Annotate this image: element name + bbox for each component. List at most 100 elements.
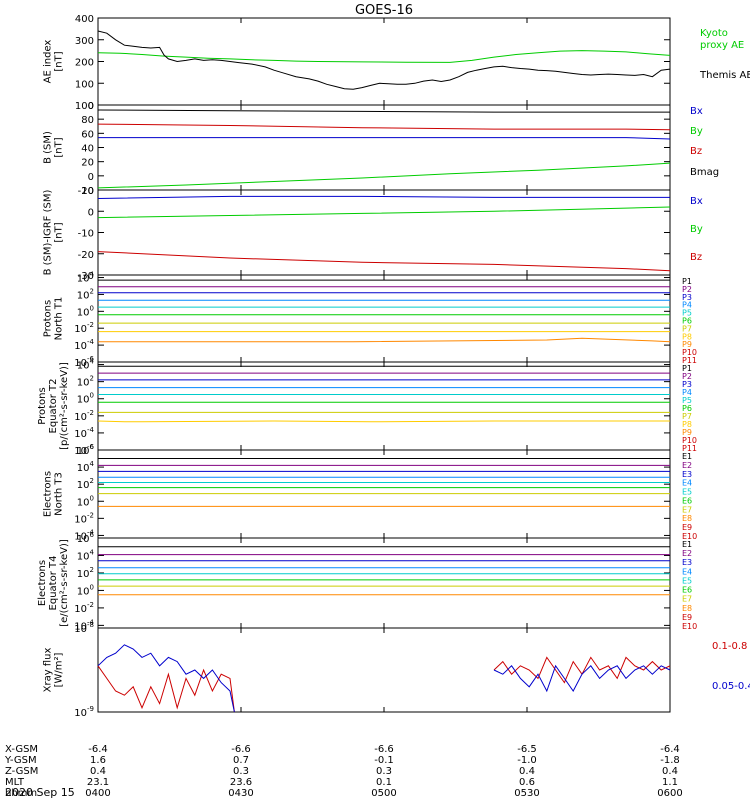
legend-entry: E10 — [682, 622, 697, 631]
legend-entry: proxy AE — [700, 40, 744, 51]
legend-entry: P7 — [682, 324, 692, 333]
y-tick-label: 104 — [77, 460, 95, 474]
legend-entry: P6 — [682, 317, 692, 326]
series-line-themis-ae — [97, 30, 671, 90]
y-tick-label: 106 — [77, 531, 95, 545]
ephemeris-value: 0.7 — [233, 755, 249, 766]
legend-entry: 0.05-0.4 nm — [712, 681, 750, 692]
y-axis-label: Electrons — [37, 560, 48, 606]
ephemeris-value: -6.4 — [660, 744, 680, 755]
y-tick-label: 10-2 — [74, 511, 94, 525]
series-line-bz — [97, 123, 671, 131]
legend-entry: E1 — [682, 452, 692, 461]
legend-entry: E7 — [682, 505, 692, 514]
legend-entry: P11 — [682, 356, 697, 365]
y-tick-label: 102 — [77, 566, 94, 580]
y-tick-label: -20 — [78, 250, 94, 261]
ephemeris-row-label: Z-GSM — [5, 766, 38, 777]
y-tick-label: 100 — [77, 392, 94, 406]
ephemeris-row-label: MLT — [5, 777, 25, 788]
y-tick-label: -10 — [78, 229, 94, 240]
panel-eet4: 10-4 10-2 100 102 104 106 Electrons Equator T4[… — [37, 531, 697, 632]
y-axis-label: B (SM) — [43, 131, 54, 164]
legend-entry: E6 — [682, 586, 692, 595]
y-tick-label: 10-4 — [74, 528, 94, 542]
legend-entry: E5 — [682, 576, 692, 585]
y-tick-label: 106 — [77, 443, 95, 457]
ephemeris-value: 23.1 — [87, 777, 109, 788]
legend-entry: P6 — [682, 404, 692, 413]
panel-frame — [97, 274, 671, 363]
ephemeris-value: 1.1 — [662, 777, 678, 788]
y-axis-label: Xray flux — [43, 648, 54, 693]
y-tick-label: 0 — [88, 207, 94, 218]
legend-entry: P2 — [682, 285, 692, 294]
legend-entry: Kyoto — [700, 28, 728, 39]
legend-entry: Bz — [690, 146, 702, 157]
y-tick-label: 102 — [77, 287, 94, 301]
legend-entry: P4 — [682, 388, 692, 397]
ephemeris-value: 0.4 — [662, 766, 678, 777]
y-tick-label: 104 — [77, 271, 95, 285]
y-tick-label: 100 — [77, 304, 94, 318]
series-line-kyoto-proxy-ae — [97, 50, 671, 63]
legend-entry: P11 — [682, 444, 697, 453]
legend-entry: E4 — [682, 567, 692, 576]
legend-entry: E4 — [682, 479, 692, 488]
y-axis-label: Electrons — [43, 471, 54, 517]
legend-entry: P1 — [682, 364, 692, 373]
y-axis-label: Protons — [43, 300, 54, 337]
y-axis-label: B (SM)-IGRF (SM) — [43, 190, 54, 276]
legend-entry: P8 — [682, 332, 692, 341]
legend-entry: P4 — [682, 301, 692, 310]
legend-entry: P5 — [682, 396, 692, 405]
ephemeris-value: 0.1 — [376, 777, 392, 788]
y-tick-label: 100 — [77, 494, 94, 508]
ephemeris-row-label: X-GSM — [5, 744, 38, 755]
ephemeris-value: 23.6 — [230, 777, 252, 788]
legend-entry: By — [690, 224, 703, 235]
legend-entry: Bx — [690, 196, 703, 207]
y-tick-label: 100 — [75, 79, 94, 90]
legend-entry: Bx — [690, 106, 703, 117]
legend-entry: P8 — [682, 420, 692, 429]
ephemeris-row-label: hhmm — [5, 788, 37, 799]
series-line-bx — [97, 195, 670, 199]
panel-pet2: 10-6 10-4 10-2 100 102 104 Protons Equator T2 [p… — [37, 358, 697, 457]
panel-frame — [97, 537, 671, 629]
date-label: 2020 Sep 15 — [5, 786, 75, 799]
ephemeris-value: -0.1 — [374, 755, 394, 766]
y-tick-label: 10 — [81, 186, 94, 197]
legend-entry: E2 — [682, 461, 692, 470]
series-line-bmag — [97, 109, 670, 113]
panel-pnt1: 10-6 10-4 10-2 100 102 104 Protons North T1 P1P2… — [43, 271, 698, 369]
y-tick-label: 400 — [75, 14, 94, 25]
legend-entry: E8 — [682, 604, 692, 613]
y-tick-label: 10-9 — [74, 705, 94, 719]
legend-entry: P2 — [682, 372, 692, 381]
y-tick-label: 10-4 — [74, 618, 94, 632]
legend-entry: E3 — [682, 470, 692, 479]
legend-entry: E2 — [682, 549, 692, 558]
ephemeris-value: 0.4 — [90, 766, 106, 777]
y-tick-label: 0 — [88, 101, 94, 112]
legend-entry: E9 — [682, 523, 692, 532]
legend-entry: P7 — [682, 412, 692, 421]
y-axis-label: North T3 — [54, 472, 65, 516]
ephemeris-value: -6.5 — [517, 744, 537, 755]
ephemeris-value: 0430 — [228, 788, 253, 799]
y-axis-label: North T1 — [54, 297, 65, 341]
y-tick-label: 10-2 — [74, 601, 94, 615]
y-tick-label: 10-4 — [74, 426, 94, 440]
y-axis-label: [nT] — [54, 222, 65, 242]
ephemeris-value: -6.6 — [231, 744, 251, 755]
legend-entry: P10 — [682, 436, 697, 445]
series-line-by — [97, 206, 671, 219]
series-line-bx — [98, 137, 671, 140]
y-tick-label: 102 — [77, 375, 94, 389]
panel-frame — [97, 361, 671, 451]
y-axis-label: [W/m²] — [54, 652, 65, 687]
ephemeris-value: -1.0 — [517, 755, 537, 766]
y-tick-label: 100 — [77, 583, 94, 597]
